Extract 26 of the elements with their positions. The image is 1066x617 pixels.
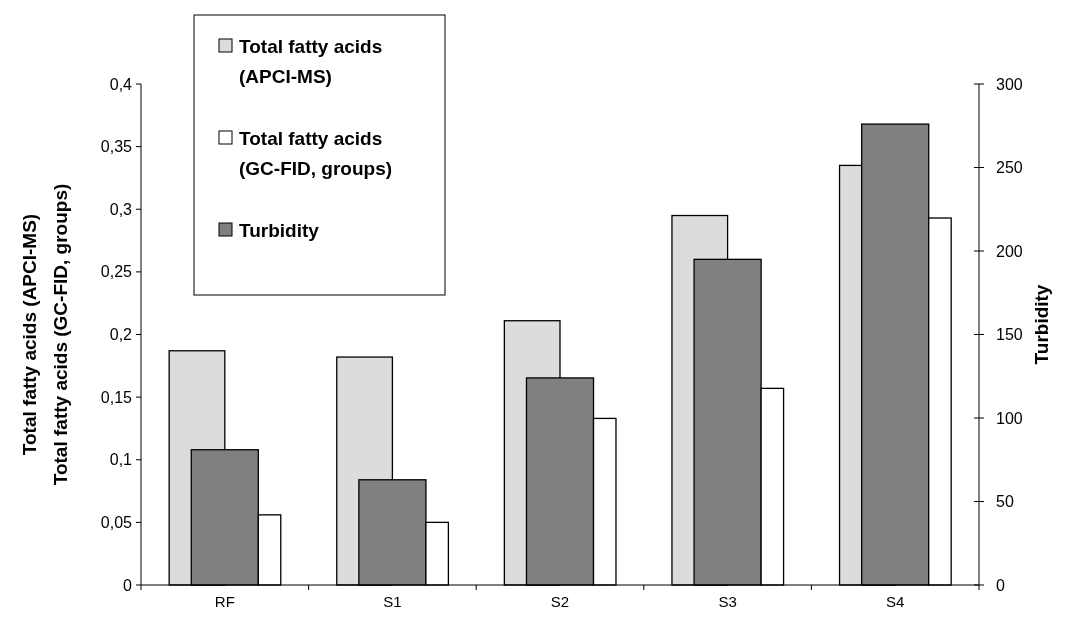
y-tick-label: 0,35	[100, 138, 133, 156]
legend-label: Total fatty acids (APCI-MS)	[239, 35, 383, 87]
y2-tick-label: 250	[996, 159, 1023, 177]
y2-tick-label: 50	[996, 493, 1014, 511]
y-tick-label: 0,2	[109, 326, 133, 344]
y2-tick-label: 100	[996, 409, 1023, 427]
y-tick-label: 0,1	[109, 451, 133, 469]
legend-label: Total fatty acids (GC-FID, groups)	[239, 127, 393, 179]
y-tick-label: 0,05	[100, 513, 133, 531]
y-tick-label: 0,4	[109, 75, 133, 93]
y-tick-label: 0,15	[100, 388, 133, 406]
y2-tick-label: 150	[996, 326, 1023, 344]
x-tick-label: RF	[214, 593, 235, 610]
y2-axis-title: Turbidity	[1031, 284, 1052, 365]
x-tick-label: S4	[886, 593, 905, 610]
x-tick-label: S2	[550, 593, 570, 610]
legend-label: Turbidity	[239, 219, 320, 241]
y-axis-title: Total fatty acids (APCI-MS) Total fatty acids (GC-FID, groups)	[19, 183, 71, 486]
y2-tick-label: 0	[996, 576, 1005, 594]
y-tick-label: 0,25	[100, 263, 133, 281]
y2-tick-label: 200	[996, 242, 1023, 260]
x-tick-label: S3	[718, 593, 737, 610]
y2-tick-label: 300	[996, 75, 1023, 93]
y-tick-label: 0	[123, 576, 133, 594]
y-tick-label: 0,3	[109, 200, 133, 218]
x-tick-label: S1	[383, 593, 402, 610]
